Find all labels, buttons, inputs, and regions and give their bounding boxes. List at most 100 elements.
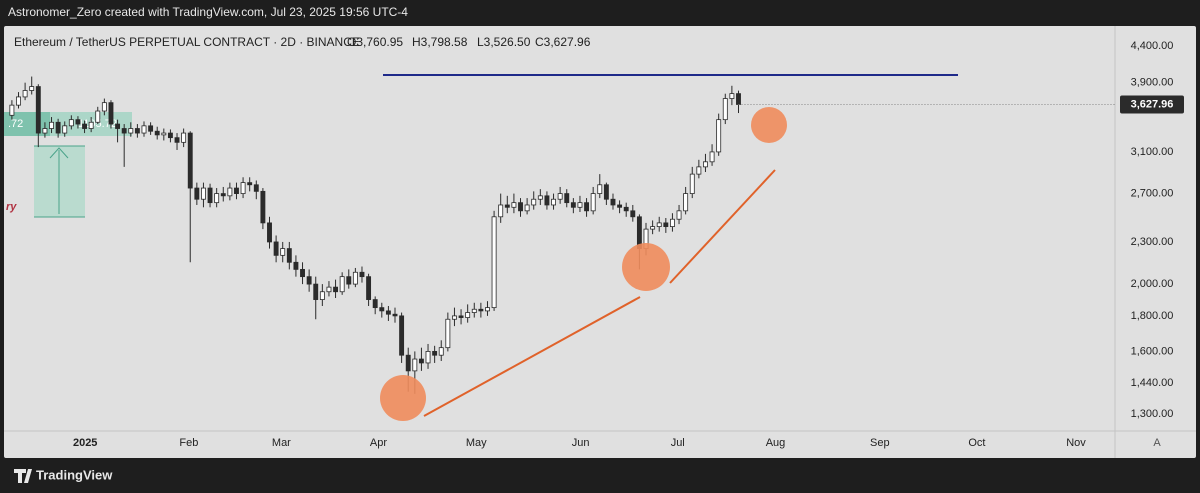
- candle-body: [537, 195, 543, 200]
- y-tick-label: 1,440.00: [1131, 377, 1174, 389]
- candle-body: [418, 358, 424, 364]
- highlight-circle: [622, 243, 670, 291]
- candle-body: [577, 202, 583, 208]
- last-price-box: [1120, 95, 1184, 114]
- candle-body: [35, 86, 41, 134]
- candle-body: [432, 351, 438, 356]
- candle-body: [280, 248, 286, 256]
- candle-body: [524, 204, 530, 212]
- candle-body: [167, 132, 173, 139]
- candle-body: [55, 121, 61, 134]
- candle-body: [504, 204, 510, 208]
- candle-body: [703, 161, 708, 168]
- candle-body: [518, 202, 523, 212]
- candle-body: [379, 307, 385, 312]
- candle-body: [220, 193, 226, 197]
- y-tick-label: 1,800.00: [1131, 310, 1174, 322]
- y-tick-label: 2,300.00: [1131, 236, 1174, 248]
- position-label: .72: [8, 118, 23, 130]
- x-tick-label: 2025: [73, 437, 97, 449]
- candle-body: [154, 130, 160, 136]
- candle-body: [590, 193, 596, 212]
- y-tick-label: 2,000.00: [1131, 278, 1174, 290]
- x-tick-label: Aug: [766, 437, 786, 449]
- candle-body: [326, 286, 332, 293]
- candle-body: [134, 128, 140, 134]
- x-tick-label: Feb: [179, 437, 198, 449]
- candle-body: [128, 128, 134, 134]
- candle-body: [570, 202, 576, 208]
- candle-body: [689, 173, 695, 194]
- candle-body: [650, 226, 656, 230]
- ohlc-low: L3,526.50: [477, 35, 531, 49]
- trend-line: [669, 169, 776, 284]
- trend-line: [423, 296, 641, 417]
- credit: Astronomer_Zero created with TradingView…: [8, 5, 408, 19]
- candle-body: [333, 286, 339, 293]
- candle-body: [115, 123, 121, 129]
- candle-body: [121, 128, 127, 134]
- candles: [9, 76, 741, 394]
- candle-body: [49, 121, 54, 129]
- candle-body: [498, 204, 504, 218]
- brand-logo: [14, 469, 32, 483]
- candle-body: [557, 193, 563, 200]
- candle-body: [564, 193, 570, 204]
- candle-body: [82, 123, 87, 129]
- candle-body: [452, 315, 457, 320]
- candle-body: [201, 187, 206, 200]
- candle-body: [253, 184, 259, 192]
- candle-body: [352, 271, 358, 285]
- candle-body: [267, 222, 272, 243]
- candle-body: [16, 96, 21, 106]
- candle-body: [207, 187, 213, 204]
- candle-body: [174, 137, 180, 143]
- candle-body: [68, 119, 74, 127]
- tool-label: ry: [6, 201, 17, 213]
- candle-body: [485, 307, 490, 312]
- candle-body: [405, 354, 411, 372]
- candle-body: [339, 276, 345, 293]
- candle-body: [62, 125, 68, 134]
- y-tick-label: 4,400.00: [1131, 40, 1174, 52]
- candle-body: [425, 351, 431, 364]
- candle-body: [260, 190, 266, 224]
- candle-body: [458, 315, 464, 318]
- candle-body: [656, 222, 662, 228]
- candle-body: [445, 318, 451, 349]
- candle-body: [293, 261, 299, 270]
- x-tick-label: Sep: [870, 437, 890, 449]
- chart-panel: [4, 26, 1196, 458]
- candle-body: [88, 121, 94, 129]
- candle-body: [465, 312, 471, 318]
- candle-body: [141, 125, 147, 134]
- y-tick-label: 1,300.00: [1131, 408, 1174, 420]
- candle-body: [471, 308, 477, 313]
- candle-body: [187, 132, 193, 189]
- candle-body: [544, 195, 550, 206]
- candle-body: [214, 193, 220, 204]
- candle-body: [584, 202, 590, 212]
- candle-body: [240, 182, 246, 194]
- candle-body: [227, 187, 233, 197]
- candle-body: [286, 248, 292, 263]
- candle-body: [722, 98, 728, 121]
- candle-body: [22, 90, 28, 98]
- candle-body: [669, 218, 675, 228]
- candle-body: [511, 202, 517, 208]
- candle-body: [313, 283, 319, 300]
- candle-body: [148, 125, 154, 132]
- y-tick-label: 2,700.00: [1131, 187, 1174, 199]
- last-price-label: 3,627.96: [1131, 98, 1174, 110]
- y-tick-label: 3,100.00: [1131, 146, 1174, 158]
- candle-body: [597, 184, 603, 194]
- candle-body: [438, 347, 444, 356]
- x-tick-label: Apr: [370, 437, 387, 449]
- ohlc-close: C3,627.96: [535, 35, 591, 49]
- candle-body: [273, 241, 279, 256]
- ohlc-high: H3,798.58: [412, 35, 468, 49]
- candle-body: [95, 110, 101, 123]
- position-arrow: [49, 147, 69, 159]
- candle-body: [319, 291, 325, 300]
